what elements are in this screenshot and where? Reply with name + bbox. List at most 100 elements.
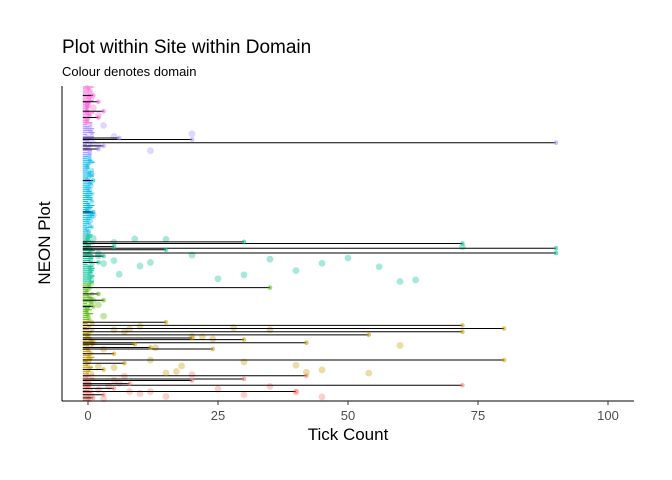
band-point [84,110,90,116]
data-point [84,206,92,214]
band-point [84,307,90,312]
band-point [87,158,93,163]
band-point [86,264,92,269]
range-end-point [101,143,106,149]
data-point [303,368,310,376]
chart-title: Plot within Site within Domain [62,37,311,58]
band-point [89,197,94,202]
band-point [86,349,92,354]
range-end-point [267,285,273,290]
band-point [85,234,91,240]
band-point [89,269,94,275]
range-end-point [90,93,96,98]
band-point [87,267,93,273]
x-tick-label: 75 [471,408,485,423]
range-end-point [101,367,106,372]
band-point [90,191,95,196]
data-point [375,263,383,271]
data-point [318,393,326,401]
data-point [396,278,404,285]
band-point [88,124,93,129]
band-point [87,205,93,210]
band-point [86,175,91,181]
band-point [88,258,94,263]
data-point [100,260,107,267]
band-point [89,167,95,173]
data-point [214,275,222,283]
band-point [85,195,91,200]
band-point [87,171,92,177]
band-point [85,311,90,316]
band-point [86,287,91,293]
band-point [85,185,90,190]
band-point [89,130,94,135]
band-point [84,120,89,126]
data-point [152,344,160,352]
data-point [110,257,118,264]
band-point [87,144,92,149]
range-end-point [163,319,169,325]
band-point [88,219,94,224]
band-point [88,266,93,271]
data-point [100,312,107,320]
range-end-point [553,250,559,256]
band-point [85,165,91,171]
range-end-point [293,389,299,394]
band-point [85,207,90,212]
data-point [147,259,154,266]
band-point [86,169,92,175]
band-point [84,309,89,314]
band-point [84,163,89,169]
band-point [88,279,93,285]
band-point [88,122,93,127]
band-point [87,128,93,133]
band-point [87,156,92,161]
data-point [412,276,419,284]
data-point [173,368,180,375]
data-point [214,385,222,393]
data-point [162,369,170,377]
data-point [188,130,196,138]
range-end-point [163,247,169,253]
data-point [95,250,102,258]
band-point [86,355,91,360]
range-end-point [189,335,195,341]
band-point [89,273,95,279]
domain-series-3 [82,232,559,285]
band-point [84,126,89,131]
data-point [209,335,217,343]
data-point [89,104,97,112]
range-end-point [90,209,96,215]
data-point [131,235,139,243]
band-point [85,363,91,368]
band-point [86,230,92,236]
range-end-point [101,253,106,259]
data-point [162,393,170,400]
data-point [95,386,102,394]
data-point [266,382,274,390]
range-end-point [116,135,122,141]
band-point [87,275,92,281]
band-point [86,313,91,318]
band-point [85,369,91,374]
data-point [365,369,373,377]
band-point [87,353,92,358]
range-end-point [96,115,101,120]
range-end-point [553,245,559,251]
band-point [86,315,91,320]
data-point [115,270,123,278]
data-point [147,147,154,155]
band-point [85,217,91,222]
range-end-point [111,244,117,249]
range-end-point [553,140,559,145]
band-point [85,118,90,124]
range-end-point [96,260,101,265]
data-point [110,364,118,371]
band-point [89,132,94,137]
domain-series-2 [82,281,273,322]
data-point [89,297,97,305]
band-point [86,213,92,218]
band-point [88,173,94,179]
band-point [85,203,91,208]
plot-area: 0 25 50 75 100 [61,84,634,423]
